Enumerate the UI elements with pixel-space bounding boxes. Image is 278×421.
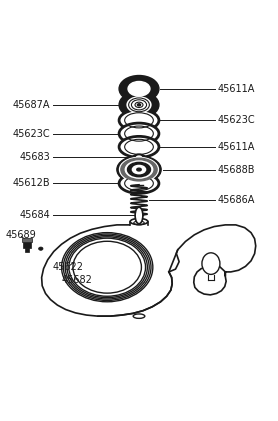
Text: 45623C: 45623C	[218, 115, 255, 125]
Text: 45622: 45622	[53, 262, 84, 272]
Ellipse shape	[137, 168, 141, 171]
Text: 45612B: 45612B	[13, 179, 51, 188]
Ellipse shape	[119, 123, 159, 144]
Text: 45623C: 45623C	[13, 128, 51, 139]
Ellipse shape	[202, 253, 220, 274]
Text: 45682: 45682	[61, 275, 92, 285]
Text: 45611A: 45611A	[218, 142, 255, 152]
Ellipse shape	[117, 156, 161, 184]
Ellipse shape	[136, 156, 142, 159]
Ellipse shape	[132, 165, 146, 174]
Ellipse shape	[119, 110, 159, 131]
Ellipse shape	[73, 241, 142, 293]
Ellipse shape	[119, 136, 159, 157]
Ellipse shape	[130, 218, 148, 225]
Ellipse shape	[121, 158, 157, 181]
Ellipse shape	[39, 247, 43, 250]
Text: 45687A: 45687A	[13, 100, 51, 110]
Text: 45683: 45683	[20, 152, 51, 163]
Ellipse shape	[128, 163, 150, 177]
Bar	[22, 238, 32, 242]
Ellipse shape	[120, 157, 158, 182]
Text: 45684: 45684	[20, 210, 51, 221]
Ellipse shape	[119, 91, 159, 118]
Text: 45688B: 45688B	[218, 165, 255, 175]
Ellipse shape	[135, 207, 143, 224]
Ellipse shape	[125, 161, 153, 178]
Text: 45689: 45689	[5, 230, 36, 240]
Text: 45686A: 45686A	[218, 195, 255, 205]
Ellipse shape	[133, 154, 145, 161]
Ellipse shape	[128, 82, 150, 96]
Ellipse shape	[133, 314, 145, 318]
Ellipse shape	[119, 173, 159, 193]
Ellipse shape	[127, 97, 151, 113]
Bar	[23, 242, 31, 248]
Ellipse shape	[119, 75, 159, 102]
Bar	[25, 248, 29, 252]
Text: 45611A: 45611A	[218, 84, 255, 94]
Ellipse shape	[137, 104, 141, 106]
